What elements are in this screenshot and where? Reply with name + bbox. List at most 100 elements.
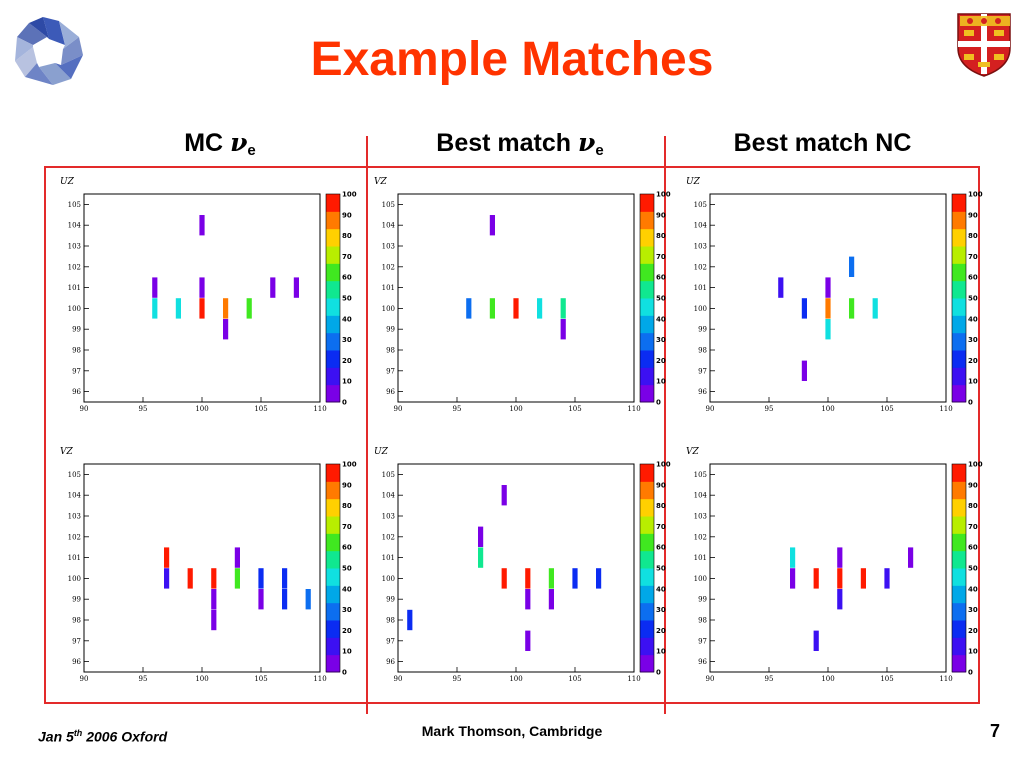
y-tick-label: 102 [382,533,395,541]
y-tick-label: 105 [382,201,395,209]
heatmap-cell [478,547,484,568]
colorbar-tick-label: 0 [656,669,661,677]
y-tick-label: 98 [72,347,81,355]
heatmap-cell [211,568,217,589]
heatmap-cell [908,547,914,568]
colorbar-segment [640,637,654,656]
colorbar-tick-label: 0 [342,399,347,407]
heatmap-cell [211,589,217,610]
colorbar-segment [952,550,966,569]
colorbar-tick-label: 40 [342,585,352,593]
colorbar-segment [640,384,654,403]
x-tick-label: 90 [394,405,403,413]
heatmap-cell [790,568,796,589]
y-tick-label: 100 [382,305,395,313]
y-tick-label: 99 [386,326,395,334]
heatmap-cell [211,609,217,631]
colorbar-segment [952,620,966,638]
plot-area [83,463,321,673]
colorbar-segment [326,280,340,299]
colorbar-segment [640,332,654,351]
colorbar-tick-label: 50 [342,565,352,573]
y-tick-label: 105 [694,471,707,479]
x-tick-label: 105 [880,405,893,413]
y-tick-label: 105 [694,201,707,209]
heatmap-cell [234,547,240,568]
colorbar-segment [326,498,340,517]
heatmap-cell [407,609,413,631]
heatmap-cell [572,568,578,589]
colorbar-tick-label: 30 [968,606,978,614]
colorbar-tick-label: 10 [342,378,352,386]
colorbar-segment [326,211,340,230]
plot-label: UZ [60,177,75,187]
heatmap-cell [548,589,554,610]
y-tick-label: 103 [382,243,395,251]
colorbar-segment [640,280,654,299]
colorbar-tick-label: 90 [342,481,352,489]
heatmap-cell [223,298,229,319]
university-crest-icon [957,13,1011,77]
column-header-mc: MC νe [130,126,310,168]
colorbar-segment [326,516,340,534]
heatmap-cell [246,298,252,319]
heatmap-cell [152,277,158,298]
plot-area [709,463,947,673]
heatmap-cell [825,319,831,340]
colorbar-tick-label: 20 [342,627,352,635]
colorbar-tick-label: 50 [968,295,978,303]
footer-date: Jan 5th 2006 Oxford [38,724,167,746]
colorbar-segment [326,228,340,247]
colorbar-tick-label: 0 [968,669,973,677]
colorbar-tick-label: 50 [656,565,666,573]
colorbar-tick-label: 40 [968,585,978,593]
colorbar-tick-label: 100 [656,461,671,469]
colorbar-tick-label: 80 [968,502,978,510]
y-tick-label: 102 [68,263,81,271]
y-tick-label: 103 [694,513,707,521]
x-tick-label: 95 [139,675,148,683]
y-tick-label: 99 [386,596,395,604]
colorbar-tick-label: 100 [656,191,671,199]
colorbar-segment [326,637,340,656]
colorbar-segment [640,568,654,586]
column-header-label: Best match NC [733,129,912,157]
colorbar-segment [952,637,966,656]
heatmap-cell [152,298,158,319]
x-tick-label: 110 [939,405,952,413]
y-tick-label: 103 [382,513,395,521]
colorbar-segment [952,228,966,247]
y-tick-label: 104 [68,492,82,500]
colorbar-tick-label: 100 [342,461,357,469]
y-tick-label: 104 [382,492,396,500]
x-tick-label: 90 [706,675,715,683]
y-tick-label: 100 [382,575,395,583]
colorbar-segment [640,228,654,247]
colorbar-segment [952,367,966,386]
x-tick-label: 100 [509,405,522,413]
x-tick-label: 95 [765,405,774,413]
x-tick-label: 110 [627,675,640,683]
colorbar-tick-label: 30 [656,606,666,614]
heatmap-cell [560,319,566,340]
heatmap-cell [849,256,855,277]
heatmap-cell [478,526,484,547]
colorbar-segment [326,533,340,552]
subscript: e [595,142,604,159]
heatmap-cell [813,630,819,651]
x-tick-label: 100 [195,405,208,413]
colorbar-segment [640,533,654,552]
footer-date-sup: th [73,728,83,738]
y-tick-label: 103 [68,513,81,521]
colorbar-tick-label: 70 [968,253,978,261]
subscript: e [247,142,256,159]
y-tick-label: 105 [68,201,81,209]
heatmap-cell [234,568,240,589]
x-tick-label: 110 [939,675,952,683]
colorbar-segment [640,298,654,316]
heatmap-cell [164,568,170,589]
colorbar-tick-label: 30 [968,336,978,344]
y-tick-label: 97 [386,637,395,645]
